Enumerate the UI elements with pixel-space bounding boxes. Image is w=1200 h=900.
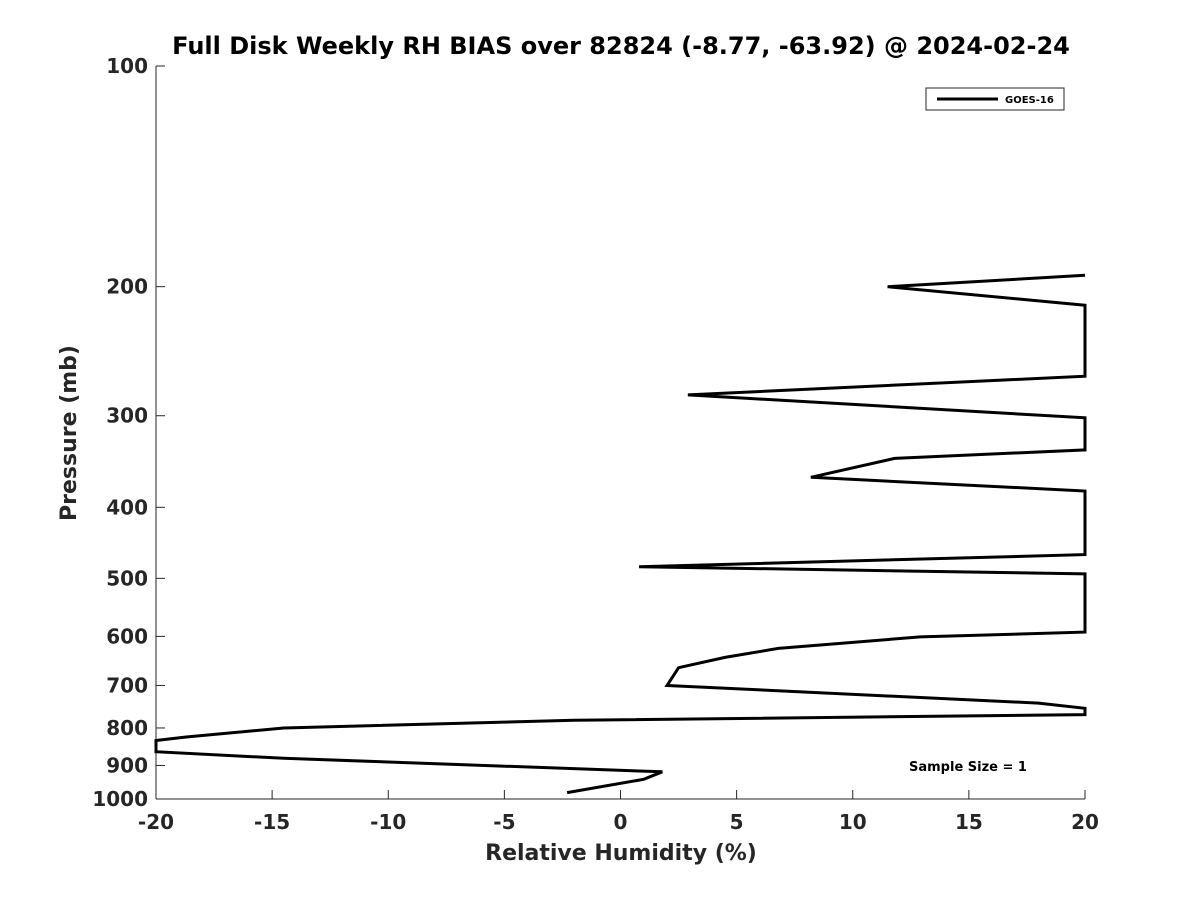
y-tick-label: 700 bbox=[106, 673, 148, 697]
series-line-goes-16 bbox=[154, 273, 1087, 795]
chart-title: Full Disk Weekly RH BIAS over 82824 (-8.… bbox=[172, 32, 1070, 60]
legend-label: GOES-16 bbox=[1005, 95, 1054, 106]
y-tick-label: 300 bbox=[106, 404, 148, 428]
x-tick-label: 10 bbox=[839, 810, 867, 834]
y-tick-label: 200 bbox=[106, 275, 148, 299]
x-tick-label: 5 bbox=[730, 810, 744, 834]
legend: GOES-16 bbox=[925, 87, 1065, 111]
y-axis-label: Pressure (mb) bbox=[57, 345, 82, 521]
series-layer bbox=[154, 273, 1087, 795]
x-axis-label: Relative Humidity (%) bbox=[485, 841, 757, 866]
y-tick-label: 100 bbox=[106, 54, 148, 78]
y-tick-label: 400 bbox=[106, 495, 148, 519]
x-tick-label: -15 bbox=[254, 810, 290, 834]
y-tick-label: 900 bbox=[106, 753, 148, 777]
x-tick-label: 20 bbox=[1071, 810, 1099, 834]
x-tick-label: 0 bbox=[614, 810, 628, 834]
x-tick-label: -5 bbox=[493, 810, 515, 834]
x-tick-label: -10 bbox=[370, 810, 406, 834]
y-tick-label: 600 bbox=[106, 624, 148, 648]
sample-size-annotation: Sample Size = 1 bbox=[909, 760, 1027, 775]
x-axis-ticks: -20 -15 -10 -5 0 5 10 15 20 bbox=[138, 790, 1099, 834]
y-tick-label: 1000 bbox=[92, 787, 148, 811]
x-tick-label: 15 bbox=[955, 810, 983, 834]
x-tick-label: -20 bbox=[138, 810, 174, 834]
y-axis-ticks: 100 200 300 400 500 600 700 800 900 1000 bbox=[92, 54, 165, 811]
y-tick-label: 800 bbox=[106, 716, 148, 740]
y-tick-label: 500 bbox=[106, 566, 148, 590]
